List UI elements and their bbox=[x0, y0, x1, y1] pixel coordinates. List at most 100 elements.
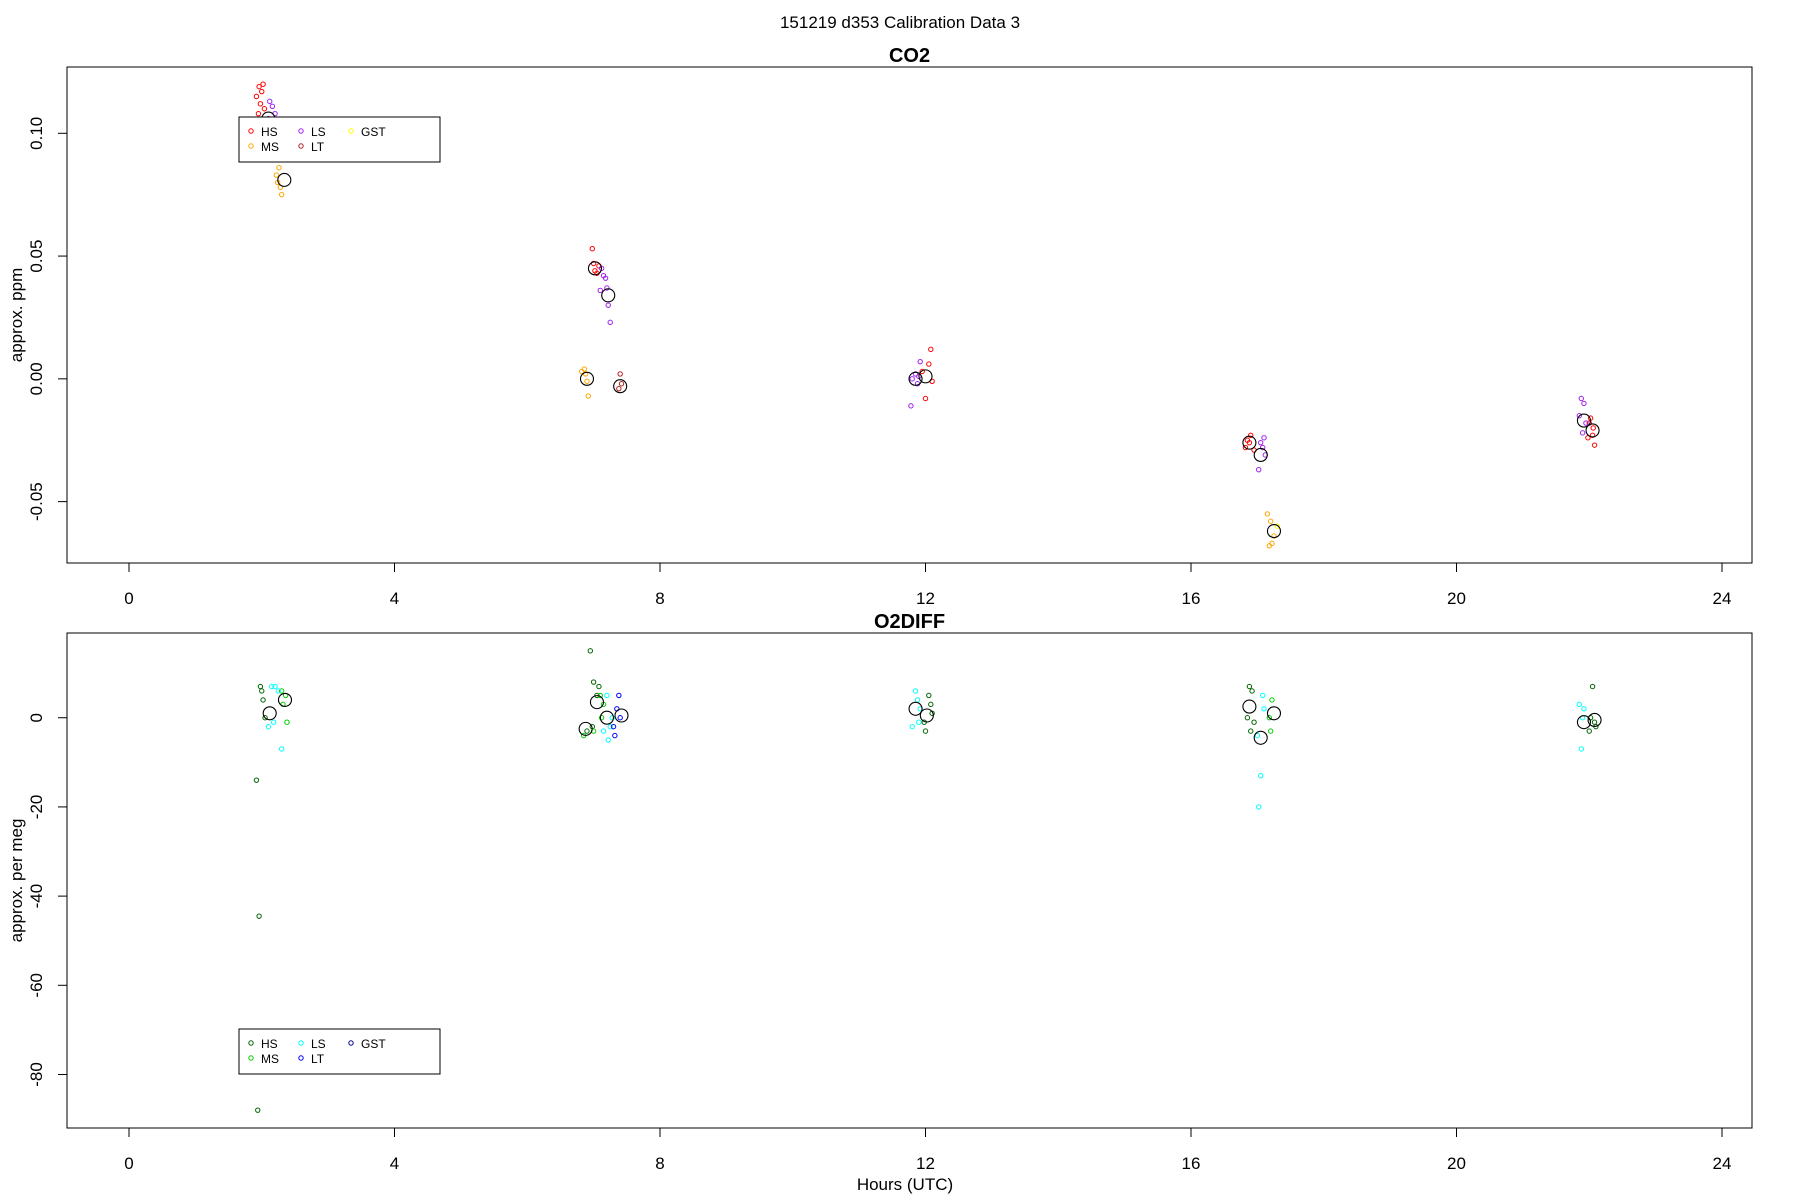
mean-point bbox=[919, 708, 934, 723]
data-point-ls bbox=[1261, 706, 1267, 712]
data-point-hs bbox=[1248, 432, 1254, 439]
y-tick-label: -40 bbox=[27, 884, 46, 909]
figure-title: 151219 d353 Calibration Data 3 bbox=[780, 13, 1020, 32]
mean-point bbox=[1587, 712, 1602, 728]
co2-panel: CO2 approx. ppm 0 4 8 12 16 20 24 -0.05 0.00 0.05 0.… bbox=[7, 45, 1753, 608]
data-point-ls bbox=[1578, 395, 1584, 402]
data-point-hs bbox=[589, 246, 595, 252]
x-tick-label: 8 bbox=[655, 589, 664, 608]
o2diff-panel: O2DIFF approx. per meg 0 4 8 12 16 20 24 -80 -60 -4… bbox=[7, 611, 1753, 1173]
mean-point bbox=[1576, 413, 1591, 428]
mean-point bbox=[613, 379, 628, 394]
data-point-hs bbox=[922, 395, 929, 402]
data-point-hs bbox=[261, 106, 268, 112]
data-point-hs bbox=[926, 692, 932, 699]
panel-title: CO2 bbox=[889, 45, 930, 67]
data-point-ls bbox=[1576, 701, 1582, 708]
legend-label: GST bbox=[361, 1037, 386, 1051]
data-point-ms bbox=[1264, 511, 1271, 517]
legend-label: LT bbox=[311, 140, 325, 154]
y-tick-label: -20 bbox=[27, 795, 46, 820]
data-point-ls bbox=[604, 285, 610, 291]
data-point-ls bbox=[605, 302, 611, 308]
x-tick-label: 4 bbox=[390, 589, 399, 608]
x-tick-label: 20 bbox=[1447, 589, 1466, 608]
data-point-hs bbox=[260, 81, 266, 87]
data-point-ls bbox=[1257, 773, 1264, 779]
x-tick-label: 4 bbox=[390, 1154, 399, 1173]
data-point-ls bbox=[265, 723, 272, 730]
data-point-hs bbox=[926, 361, 932, 367]
data-point-ls bbox=[597, 287, 603, 294]
data-point-ls bbox=[908, 403, 914, 409]
data-point-ls bbox=[1254, 732, 1261, 739]
data-point-hs bbox=[584, 728, 590, 734]
data-point-hs bbox=[253, 777, 260, 783]
data-point-ls bbox=[914, 697, 921, 703]
panel-title: O2DIFF bbox=[874, 611, 945, 633]
data-point-hs bbox=[590, 679, 597, 685]
data-point-ms bbox=[278, 688, 285, 694]
data-point-hs bbox=[1591, 719, 1598, 725]
legend-label: MS bbox=[261, 1052, 279, 1066]
x-axis-label: Hours (UTC) bbox=[857, 1175, 953, 1194]
data-point-hs bbox=[256, 83, 262, 90]
data-point-ms bbox=[1271, 533, 1277, 539]
data-point-ls bbox=[1579, 430, 1586, 436]
data-point-hs bbox=[587, 648, 594, 654]
mean-point bbox=[587, 261, 603, 276]
data-point-hs bbox=[262, 715, 268, 721]
legend-marker bbox=[248, 1055, 254, 1061]
legend-marker bbox=[248, 143, 254, 149]
mean-point bbox=[1266, 706, 1282, 721]
data-point-lt bbox=[618, 381, 625, 387]
data-point-hs bbox=[922, 728, 929, 734]
x-tick-label: 12 bbox=[916, 1154, 935, 1173]
y-axis-label: approx. ppm bbox=[7, 268, 26, 363]
data-point-hs bbox=[919, 368, 925, 375]
data-point-hs bbox=[257, 683, 264, 690]
legend-label: HS bbox=[261, 125, 278, 139]
data-point-hs bbox=[928, 346, 934, 353]
x-tick-label: 16 bbox=[1182, 589, 1201, 608]
data-point-ls bbox=[275, 688, 282, 694]
data-point-ls bbox=[1578, 746, 1584, 752]
data-point-ls bbox=[916, 719, 922, 725]
y-tick-label: -80 bbox=[27, 1062, 46, 1087]
data-point-lt bbox=[617, 715, 623, 721]
legend-label: HS bbox=[261, 1037, 278, 1051]
data-point-hs bbox=[1242, 444, 1249, 451]
y-tick-label: -60 bbox=[27, 973, 46, 998]
mean-point bbox=[589, 695, 604, 710]
data-point-hs bbox=[1246, 439, 1253, 446]
data-point-lt bbox=[616, 385, 622, 392]
data-point-hs bbox=[1249, 688, 1255, 694]
data-point-ls bbox=[1261, 435, 1267, 441]
mean-point bbox=[908, 701, 923, 716]
legend-marker bbox=[298, 1055, 304, 1061]
mean-point bbox=[599, 710, 614, 725]
mean-point bbox=[1253, 730, 1268, 745]
data-point-lt bbox=[617, 371, 623, 377]
data-point-ls bbox=[269, 683, 275, 690]
data-point-hs bbox=[259, 88, 265, 95]
mean-point bbox=[277, 172, 292, 188]
mean-point bbox=[614, 708, 629, 723]
data-point-ls bbox=[609, 715, 615, 721]
legend-marker bbox=[298, 143, 304, 149]
mean-point bbox=[601, 288, 616, 303]
data-point-ms bbox=[1266, 543, 1273, 549]
data-point-ls bbox=[909, 376, 915, 382]
data-point-hs bbox=[1589, 683, 1596, 690]
x-tick-label: 8 bbox=[655, 1154, 664, 1173]
data-point-hs bbox=[1589, 432, 1596, 439]
data-point-ms bbox=[278, 191, 285, 198]
x-tick-label: 0 bbox=[124, 589, 133, 608]
x-tick-label: 20 bbox=[1447, 1154, 1466, 1173]
data-point-ms bbox=[1266, 715, 1273, 721]
legend-marker bbox=[298, 128, 304, 134]
data-point-ms bbox=[284, 719, 290, 725]
data-point-ms bbox=[273, 172, 280, 178]
data-point-hs bbox=[253, 93, 260, 100]
